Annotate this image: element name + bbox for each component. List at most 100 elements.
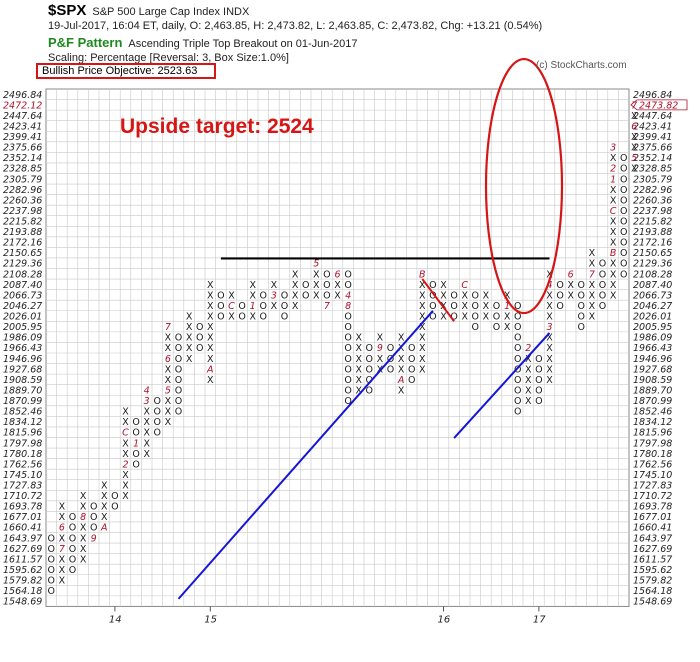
month-marker: 7 [589,269,595,280]
month-marker: 4 [546,280,552,291]
x-box: X [165,417,172,428]
o-box: O [366,375,373,386]
o-box: O [620,185,627,196]
o-box: O [620,206,627,217]
month-marker: C [461,280,468,291]
x-box: X [249,290,256,301]
y-tick-label-left: 1780.18 [3,449,42,460]
x-box: X [228,290,235,301]
y-tick-label-left: 1745.10 [3,470,42,481]
o-box: O [620,269,627,280]
x-box: X [228,312,235,323]
y-tick-label-right: 1643.97 [633,533,672,544]
o-box: O [90,512,97,523]
x-box: X [546,343,553,354]
y-tick-label-right: 1548.69 [633,597,672,608]
o-box: O [599,259,606,270]
o-box: O [323,280,330,291]
o-box: O [69,554,76,565]
x-box: X [610,269,617,280]
copyright-label: (c) StockCharts.com [536,60,627,71]
month-marker: 3 [144,396,150,407]
month-marker: 4 [345,290,351,301]
month-marker: 6 [59,523,65,534]
y-tick-label-right: 2215.82 [633,217,672,228]
month-marker: A [100,523,108,534]
x-box: X [567,290,574,301]
month-marker: 6 [568,269,574,280]
x-box: X [419,333,426,344]
y-tick-label-right: 2375.66 [633,143,672,154]
x-box: X [186,354,193,365]
o-box: O [302,290,309,301]
y-tick-label-left: 2305.79 [3,174,42,185]
o-box: O [196,333,203,344]
year-label: 17 [533,614,546,625]
month-marker: 1 [504,301,510,312]
x-box: X [165,333,172,344]
x-box: X [631,111,638,122]
y-tick-label-right: 2066.73 [633,290,672,301]
o-box: O [514,343,521,354]
x-box: X [143,449,150,460]
y-tick-label-left: 2193.88 [3,227,42,238]
y-tick-label-right: 1745.10 [633,470,672,481]
o-box: O [175,354,182,365]
o-box: O [281,312,288,323]
x-box: X [80,544,87,555]
o-box: O [217,312,224,323]
x-box: X [122,481,129,492]
o-box: O [48,586,55,597]
x-box: X [207,343,214,354]
x-box: X [59,512,66,523]
o-box: O [366,364,373,375]
y-tick-label-right: 1627.69 [633,544,672,555]
y-tick-label-left: 2172.16 [3,238,42,249]
y-tick-label-right: 2328.85 [633,164,672,175]
x-box: X [398,385,405,396]
x-box: X [440,280,447,291]
downtrend-line [421,278,455,322]
x-box: X [355,385,362,396]
x-box: X [631,143,638,154]
y-tick-label-right: 2046.27 [633,301,672,312]
x-box: X [186,343,193,354]
x-box: X [334,290,341,301]
x-box: X [313,269,320,280]
symbol-text: $SPX [48,2,87,19]
month-marker: 5 [165,385,171,396]
o-box: O [260,312,267,323]
o-box: O [69,533,76,544]
o-box: O [514,364,521,375]
o-box: O [48,544,55,555]
o-box: O [344,280,351,291]
x-box: X [504,322,511,333]
y-tick-label-right: 1762.56 [633,459,672,470]
x-box: X [377,354,384,365]
o-box: O [196,343,203,354]
x-box: X [610,153,617,164]
o-box: O [175,333,182,344]
y-tick-label-left: 1834.12 [3,417,42,428]
x-box: X [101,481,108,492]
y-tick-label-left: 1564.18 [3,586,42,597]
month-marker: 4 [144,385,150,396]
y-tick-label-left: 2423.41 [3,121,42,132]
o-box: O [281,301,288,312]
x-axis-years: 14 15 16 17 [109,606,546,625]
x-box: X [122,417,129,428]
y-tick-label-left: 2496.84 [3,90,42,101]
x-box: X [59,565,66,576]
o-box: O [48,576,55,587]
x-box: X [398,364,405,375]
o-box: O [366,385,373,396]
o-box: O [238,312,245,323]
y-tick-label-left: 2005.95 [3,322,42,333]
x-box: X [355,375,362,386]
o-box: O [217,290,224,301]
o-box: O [175,407,182,418]
o-box: O [620,174,627,185]
x-box: X [546,364,553,375]
y-axis-right: 2496.84 2447.642423.412399.412375.662352.… [630,90,688,608]
y-tick-label-right: 1852.46 [633,407,672,418]
